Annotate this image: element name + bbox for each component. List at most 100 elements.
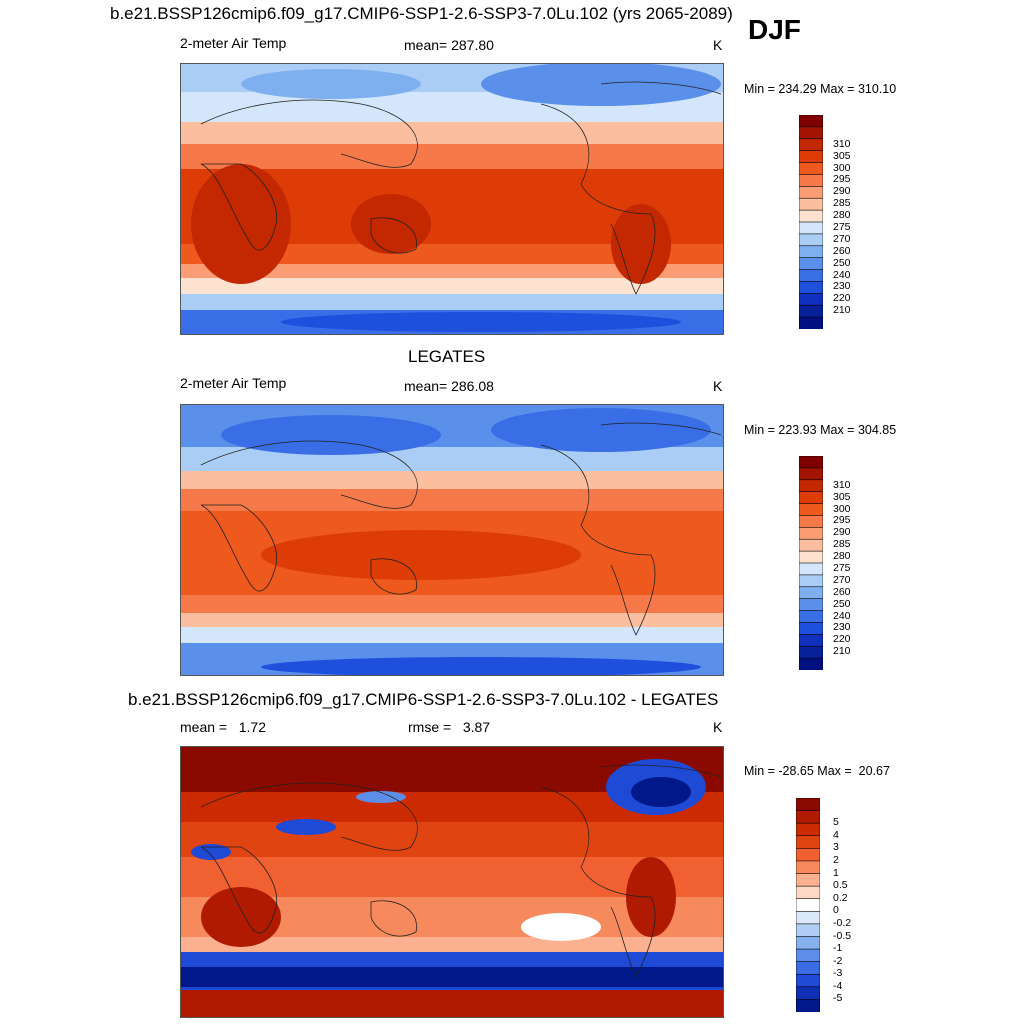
colorbar-swatch	[798, 221, 824, 235]
colorbar-tick-label: 4	[833, 828, 839, 841]
colorbar-swatch	[798, 197, 824, 211]
colorbar-swatch	[798, 479, 824, 493]
colorbar-swatch	[795, 848, 821, 862]
colorbar-swatch	[795, 885, 821, 900]
colorbar-tick-label: 260	[833, 585, 851, 598]
colorbar-swatch	[798, 138, 824, 152]
colorbar-swatch	[795, 948, 821, 963]
colorbar-swatch	[798, 269, 824, 283]
colorbar-tick-label: 275	[833, 220, 851, 233]
colorbar-swatch	[798, 126, 824, 140]
season-label: DJF	[748, 14, 801, 45]
colorbar-tick-label: 210	[833, 645, 851, 658]
colorbar-swatch	[795, 822, 821, 837]
panel2-obs-map	[180, 404, 724, 676]
colorbar-tick-label: 285	[833, 197, 851, 210]
colorbar-swatch	[798, 550, 824, 564]
panel3-colorbar	[795, 797, 821, 1013]
panel2-minmax: Min = 223.93 Max = 304.85	[744, 423, 897, 437]
colorbar-swatch	[798, 304, 824, 318]
panel2-title: LEGATES	[408, 347, 486, 366]
colorbar-swatch	[798, 562, 824, 576]
colorbar-tick-label: 240	[833, 268, 851, 281]
colorbar-swatch	[798, 281, 824, 295]
colorbar-tick-label: 310	[833, 478, 851, 491]
colorbar-tick-label: 0.2	[833, 891, 848, 904]
colorbar-swatch	[798, 293, 824, 307]
colorbar-tick-label: 270	[833, 573, 851, 586]
colorbar-swatch	[798, 527, 824, 541]
colorbar-swatch	[795, 810, 821, 824]
colorbar-swatch	[798, 503, 824, 517]
colorbar-tick-label: 295	[833, 514, 851, 527]
colorbar-swatch	[798, 538, 824, 552]
colorbar-swatch	[798, 257, 824, 271]
panel3-colorbar-swatches	[795, 797, 821, 1013]
colorbar-swatch	[795, 797, 821, 812]
colorbar-swatch	[795, 860, 821, 875]
colorbar-tick-label: 285	[833, 538, 851, 551]
panel1-colorbar-labels: 310 305 300 295 290 285 280 275 270 260 250 240 230 2…	[833, 115, 873, 329]
colorbar-tick-label: 230	[833, 621, 851, 634]
colorbar-swatch	[798, 245, 824, 259]
colorbar-tick-label: 280	[833, 209, 851, 222]
colorbar-swatch	[798, 114, 824, 128]
colorbar-tick-label: -5	[833, 992, 843, 1005]
colorbar-swatch	[798, 657, 824, 671]
colorbar-tick-label: 220	[833, 292, 851, 305]
colorbar-tick-label: 250	[833, 597, 851, 610]
colorbar-tick-label: 260	[833, 244, 851, 257]
panel3-title: b.e21.BSSP126cmip6.f09_g17.CMIP6-SSP1-2.…	[128, 690, 719, 709]
colorbar-swatch	[798, 209, 824, 223]
colorbar-swatch	[798, 150, 824, 164]
panel1-colorbar	[798, 114, 824, 330]
panel3-minmax: Min = -28.65 Max = 20.67	[744, 764, 890, 778]
colorbar-tick-label: 300	[833, 161, 851, 174]
colorbar-swatch	[798, 622, 824, 636]
colorbar-swatch	[798, 491, 824, 505]
colorbar-tick-label: 280	[833, 550, 851, 563]
colorbar-swatch	[798, 186, 824, 200]
colorbar-swatch	[795, 986, 821, 1001]
colorbar-swatch	[798, 598, 824, 612]
panel1-model-map	[180, 63, 724, 335]
colorbar-swatch	[795, 910, 821, 925]
colorbar-tick-label: 0	[833, 904, 839, 917]
colorbar-tick-label: 230	[833, 280, 851, 293]
colorbar-tick-label: -0.5	[833, 929, 852, 942]
panel2-colorbar-swatches	[798, 455, 824, 671]
colorbar-swatch	[798, 162, 824, 176]
colorbar-tick-label: 1	[833, 866, 839, 879]
colorbar-tick-label: 295	[833, 173, 851, 186]
colorbar-swatch	[798, 174, 824, 188]
panel3-mean: mean = 1.72	[180, 719, 267, 735]
panel3-rmse: rmse = 3.87	[408, 719, 491, 735]
colorbar-tick-label: -0.2	[833, 916, 852, 929]
colorbar-tick-label: 290	[833, 526, 851, 539]
colorbar-tick-label: -1	[833, 942, 843, 955]
colorbar-tick-label: 310	[833, 137, 851, 150]
colorbar-swatch	[798, 515, 824, 529]
panel2-colorbar	[798, 455, 824, 671]
colorbar-swatch	[798, 610, 824, 624]
panel3-difference-map	[180, 746, 724, 1018]
panel1-left-label: 2-meter Air Temp	[180, 35, 287, 51]
panel3-colorbar-labels: 5 4 3 2 1 0.5 0.2 0 -0.2 -0.5 -1 -2 -3 -4 -5	[833, 798, 873, 1012]
colorbar-swatch	[795, 923, 821, 938]
colorbar-tick-label: 250	[833, 256, 851, 269]
colorbar-tick-label: -2	[833, 954, 843, 967]
colorbar-tick-label: 3	[833, 841, 839, 854]
panel1-minmax: Min = 234.29 Max = 310.10	[744, 82, 897, 96]
colorbar-swatch	[798, 634, 824, 648]
colorbar-tick-label: -3	[833, 967, 843, 980]
colorbar-swatch	[798, 467, 824, 481]
panel2-colorbar-labels: 310 305 300 295 290 285 280 275 270 260 250 240 230 2…	[833, 456, 873, 670]
colorbar-swatch	[795, 961, 821, 976]
colorbar-swatch	[795, 873, 821, 887]
colorbar-tick-label: 270	[833, 232, 851, 245]
colorbar-tick-label: 290	[833, 185, 851, 198]
colorbar-tick-label: 0.5	[833, 879, 848, 892]
colorbar-swatch	[798, 574, 824, 588]
colorbar-swatch	[795, 973, 821, 988]
colorbar-swatch	[795, 999, 821, 1013]
